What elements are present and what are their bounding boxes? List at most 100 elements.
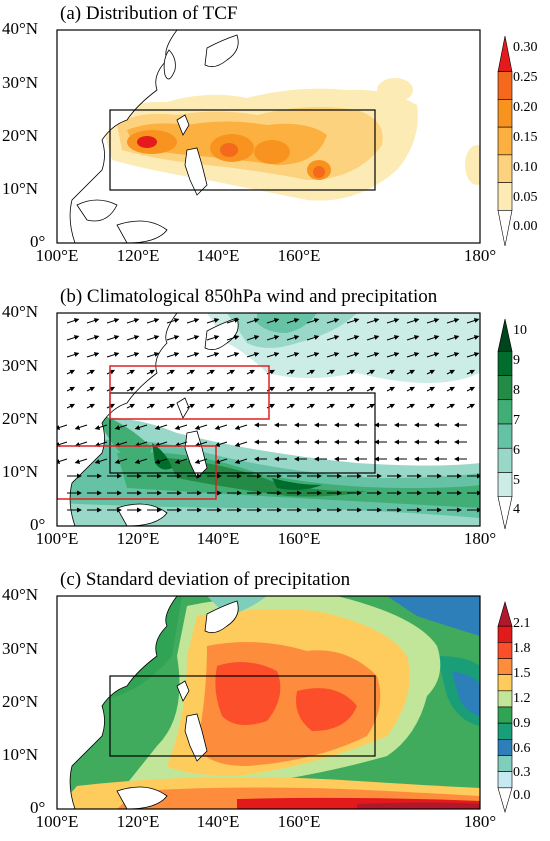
wind-arrow xyxy=(446,318,460,324)
wind-arrow xyxy=(426,352,440,358)
wind-arrow xyxy=(326,403,336,409)
wind-arrow xyxy=(126,352,140,358)
wind-arrow xyxy=(326,386,336,392)
wind-arrow xyxy=(386,352,400,358)
lat-label-10n: 10°N xyxy=(2,745,39,764)
lon-label-100e: 100°E xyxy=(35,246,79,265)
wind-arrow xyxy=(146,386,156,392)
wind-arrow xyxy=(146,369,156,375)
wind-arrow xyxy=(246,352,260,358)
wind-arrow xyxy=(366,318,380,324)
wind-arrow xyxy=(406,386,416,392)
wind-arrow xyxy=(134,441,148,447)
wind-arrow xyxy=(166,352,180,358)
colorbar-c-segment xyxy=(497,690,513,708)
wind-arrow xyxy=(74,424,88,430)
wind-arrow xyxy=(86,318,100,324)
wind-arrow xyxy=(234,441,248,447)
wind-arrow xyxy=(306,369,316,375)
lat-label-0: 0° xyxy=(30,232,46,251)
lat-label-30n: 30°N xyxy=(2,356,39,375)
wind-arrow xyxy=(174,458,188,464)
wind-arrow xyxy=(226,403,236,409)
wind-arrow xyxy=(286,369,296,375)
panel-c-title: (c) Standard deviation of precipitation xyxy=(60,569,351,590)
wind-arrow xyxy=(126,403,136,409)
lat-label-40n: 40°N xyxy=(2,585,39,604)
colorbar-c-segment xyxy=(497,771,513,789)
wind-arrow xyxy=(346,386,356,392)
wind-arrow xyxy=(66,335,80,341)
wind-arrow xyxy=(346,352,360,358)
wind-arrow xyxy=(94,441,108,447)
wind-arrow xyxy=(146,318,160,324)
colorbar-a-segment xyxy=(497,99,513,128)
lat-label-0: 0° xyxy=(30,798,46,817)
wind-arrow xyxy=(326,352,340,358)
wind-arrow xyxy=(426,386,436,392)
wind-arrow xyxy=(366,335,380,341)
wind-arrow xyxy=(74,458,88,464)
colorbar-c-segment xyxy=(497,600,513,627)
lon-label-180: 180° xyxy=(463,812,497,831)
wind-arrow xyxy=(386,335,400,341)
wind-arrow xyxy=(146,335,160,341)
wind-arrow xyxy=(366,403,376,409)
coastline xyxy=(57,596,239,809)
wind-arrow xyxy=(446,403,456,409)
wind-arrow xyxy=(206,403,216,409)
lon-label-120e: 120°E xyxy=(116,812,160,831)
wind-arrow xyxy=(134,424,148,430)
wind-arrow xyxy=(246,318,260,324)
wind-arrow xyxy=(286,403,296,409)
wind-arrow xyxy=(186,386,196,392)
lat-label-20n: 20°N xyxy=(2,409,39,428)
wind-arrow xyxy=(446,386,456,392)
wind-arrow xyxy=(246,335,260,341)
wind-arrow xyxy=(466,335,480,341)
wind-arrow xyxy=(346,369,356,375)
wind-arrow xyxy=(366,352,380,358)
wind-arrow xyxy=(426,318,440,324)
coastline xyxy=(57,30,239,243)
main-box xyxy=(109,675,376,757)
wind-arrow xyxy=(86,335,100,341)
cbar-a-tick-5: 0.05 xyxy=(513,190,538,205)
cbar-c-tick-2: 1.5 xyxy=(513,666,531,681)
lon-label-140e: 140°E xyxy=(196,246,240,265)
panel-c: (c) Standard deviation of precipitation … xyxy=(0,566,550,841)
wind-arrow xyxy=(426,403,436,409)
wind-arrow xyxy=(106,335,120,341)
cbar-c-tick-6: 0.3 xyxy=(513,765,531,780)
wind-arrow xyxy=(186,318,200,324)
wind-arrow xyxy=(346,335,360,341)
wind-arrow xyxy=(106,352,120,358)
map-c xyxy=(56,595,481,810)
lat-label-20n: 20°N xyxy=(2,692,39,711)
cbar-b-tick-4: 6 xyxy=(513,443,520,458)
colorbar-a xyxy=(497,35,513,247)
wind-arrow xyxy=(366,369,376,375)
wind-arrow xyxy=(86,352,100,358)
cbar-a-tick-0: 0.30 xyxy=(513,40,538,55)
colorbar-a-segment xyxy=(497,154,513,183)
wind-arrow xyxy=(206,335,220,341)
wind-arrow xyxy=(74,441,88,447)
wind-arrow xyxy=(194,441,208,447)
panel-b: (b) Climatological 850hPa wind and preci… xyxy=(0,283,550,563)
colorbar-b-segment xyxy=(497,399,513,425)
wind-arrow xyxy=(386,386,396,392)
cbar-b-tick-0: 10 xyxy=(513,323,527,338)
wind-arrow xyxy=(266,335,280,341)
wind-arrow xyxy=(266,318,280,324)
wind-arrow xyxy=(446,335,460,341)
wind-arrow xyxy=(106,318,120,324)
colorbar-c xyxy=(497,600,513,814)
wind-arrow xyxy=(114,441,128,447)
wind-arrow xyxy=(246,386,256,392)
wind-arrow xyxy=(86,369,96,375)
wind-arrow xyxy=(286,318,300,324)
wind-arrow xyxy=(166,403,176,409)
wind-arrow xyxy=(154,458,168,464)
lon-label-140e: 140°E xyxy=(196,812,240,831)
